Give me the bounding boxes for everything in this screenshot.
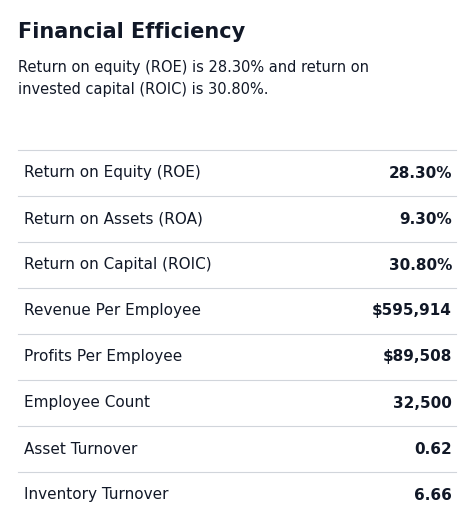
Text: 6.66: 6.66: [414, 487, 452, 502]
Text: $89,508: $89,508: [383, 350, 452, 365]
Text: Revenue Per Employee: Revenue Per Employee: [24, 304, 201, 318]
Text: 0.62: 0.62: [414, 441, 452, 457]
Text: 32,500: 32,500: [393, 395, 452, 411]
Text: Profits Per Employee: Profits Per Employee: [24, 350, 182, 365]
Text: Financial Efficiency: Financial Efficiency: [18, 22, 245, 42]
Text: 28.30%: 28.30%: [389, 165, 452, 181]
Text: Return on Equity (ROE): Return on Equity (ROE): [24, 165, 201, 181]
Text: Return on equity (ROE) is 28.30% and return on
invested capital (ROIC) is 30.80%: Return on equity (ROE) is 28.30% and ret…: [18, 60, 369, 97]
Text: Inventory Turnover: Inventory Turnover: [24, 487, 168, 502]
Text: Asset Turnover: Asset Turnover: [24, 441, 137, 457]
Text: 30.80%: 30.80%: [389, 258, 452, 272]
Text: Return on Assets (ROA): Return on Assets (ROA): [24, 211, 203, 226]
Text: 9.30%: 9.30%: [399, 211, 452, 226]
Text: Employee Count: Employee Count: [24, 395, 150, 411]
Text: $595,914: $595,914: [372, 304, 452, 318]
Text: Return on Capital (ROIC): Return on Capital (ROIC): [24, 258, 211, 272]
